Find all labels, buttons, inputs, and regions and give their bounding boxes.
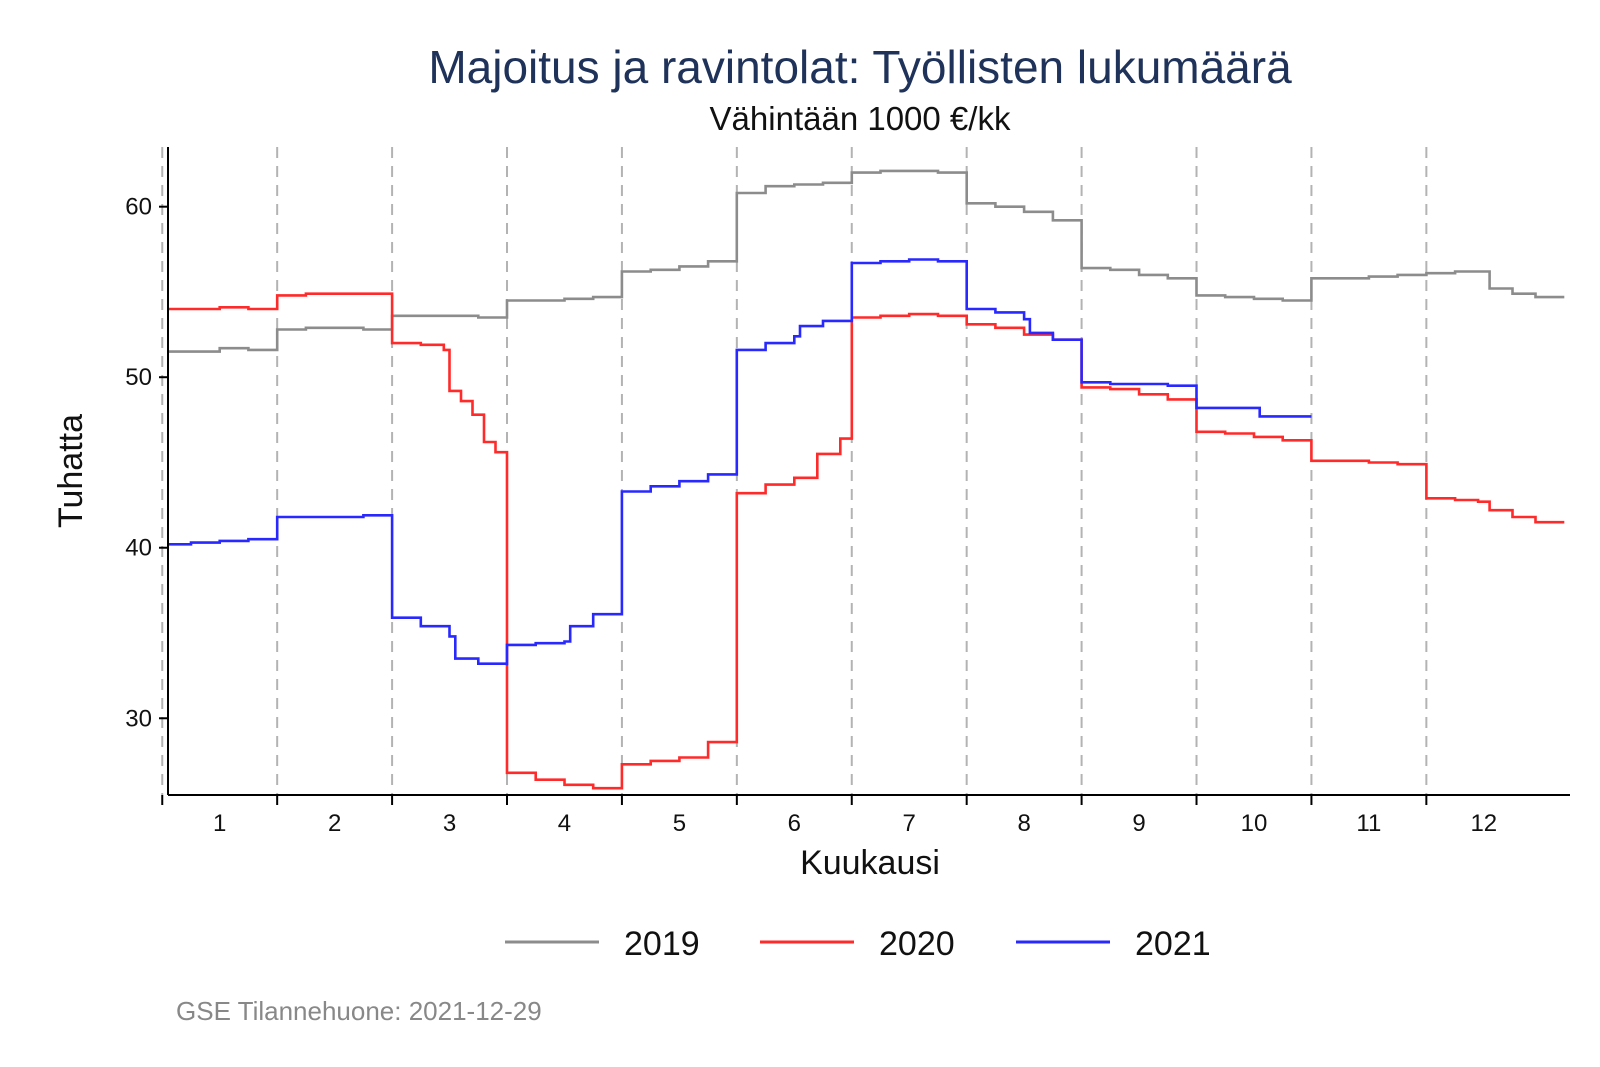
y-ticks: 30 40 50 60 bbox=[125, 194, 168, 732]
x-tick-label: 6 bbox=[788, 810, 801, 837]
y-tick-label: 60 bbox=[125, 194, 152, 221]
x-tick-label: 1 bbox=[213, 810, 226, 837]
x-tick-label: 10 bbox=[1241, 810, 1268, 837]
x-tick-label: 2 bbox=[328, 810, 341, 837]
chart-title: Majoitus ja ravintolat: Työllisten lukum… bbox=[428, 41, 1292, 93]
legend: 2019 2020 2021 bbox=[505, 925, 1211, 963]
month-boundaries bbox=[161, 147, 1428, 795]
series-line-2019 bbox=[168, 169, 1565, 353]
legend-label-2020: 2020 bbox=[879, 925, 955, 963]
x-axis-label: Kuukausi bbox=[800, 844, 940, 882]
series-line-2020 bbox=[168, 292, 1565, 790]
x-tick-label: 9 bbox=[1132, 810, 1145, 837]
series-lines bbox=[168, 169, 1565, 790]
y-axis-label: Tuhatta bbox=[52, 414, 90, 528]
legend-label-2021: 2021 bbox=[1135, 925, 1211, 963]
source-note: GSE Tilannehuone: 2021-12-29 bbox=[176, 996, 542, 1026]
x-tick-label: 7 bbox=[903, 810, 916, 837]
x-tick-label: 3 bbox=[443, 810, 456, 837]
y-tick-label: 50 bbox=[125, 364, 152, 391]
chart-subtitle: Vähintään 1000 €/kk bbox=[710, 100, 1011, 137]
x-tick-label: 11 bbox=[1356, 810, 1381, 837]
series-line-2021 bbox=[168, 258, 1312, 666]
x-ticks: 1 2 3 4 5 6 7 8 9 10 11 12 bbox=[161, 795, 1497, 837]
y-tick-label: 30 bbox=[125, 705, 152, 732]
x-tick-label: 12 bbox=[1470, 810, 1497, 837]
x-tick-label: 4 bbox=[558, 810, 571, 837]
y-tick-label: 40 bbox=[125, 535, 152, 562]
x-tick-label: 8 bbox=[1017, 810, 1030, 837]
x-tick-label: 5 bbox=[673, 810, 686, 837]
legend-label-2019: 2019 bbox=[624, 925, 700, 963]
